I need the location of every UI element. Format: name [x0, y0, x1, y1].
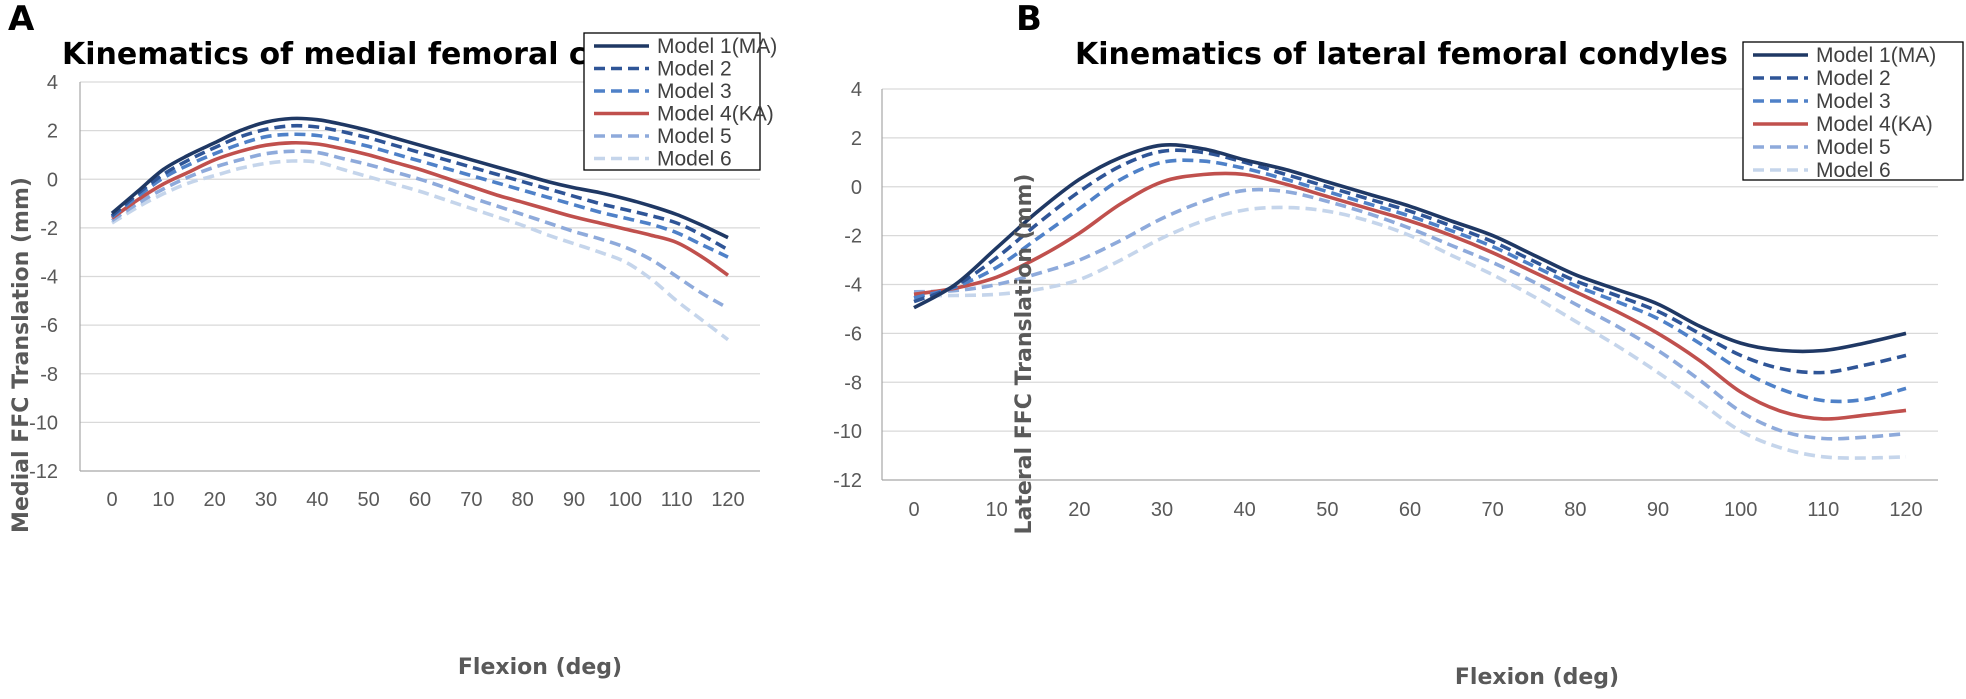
x-tick-label: 70 — [460, 489, 482, 511]
x-tick-label: 20 — [1068, 499, 1090, 521]
series-line — [110, 149, 729, 310]
x-tick-label: 90 — [1647, 499, 1669, 521]
x-tick-label: 100 — [1724, 499, 1757, 521]
x-tick-label: 80 — [512, 489, 534, 511]
x-tick-label: 90 — [563, 489, 585, 511]
y-tick-label: 2 — [47, 121, 58, 143]
legend-box — [1742, 41, 1964, 181]
x-tick-label: 20 — [204, 489, 226, 511]
x-tick-labels: 0 10 20 30 40 50 60 70 80 90 100 110 120 — [106, 489, 744, 511]
y-tick-label: 4 — [851, 79, 862, 101]
legend-entry: Model 1(MA) — [1816, 44, 1936, 67]
x-tick-label: 120 — [1889, 499, 1922, 521]
y-tick-label: -2 — [844, 226, 862, 248]
x-tick-label: 40 — [306, 489, 328, 511]
x-tick-label: 70 — [1482, 499, 1504, 521]
series-line — [913, 171, 1907, 421]
legend-entry: Model 3 — [657, 80, 732, 103]
y-tick-label: -10 — [29, 412, 58, 434]
legend-entry: Model 6 — [1816, 159, 1891, 182]
series-line — [110, 116, 729, 240]
series-lines — [913, 143, 1907, 460]
y-tick-label: 0 — [851, 177, 862, 199]
series-line — [110, 132, 729, 259]
legend-entry: Model 4(KA) — [1816, 113, 1933, 136]
x-tick-label: 120 — [711, 489, 744, 511]
legend-box — [583, 32, 761, 171]
x-tick-label: 110 — [1807, 499, 1839, 521]
legend-entry: Model 1(MA) — [657, 35, 777, 58]
y-tick-labels: 4 2 0 -2 -4 -6 -8 -10 -12 — [29, 72, 58, 483]
x-tick-label: 60 — [409, 489, 431, 511]
legend-entry: Model 2 — [1816, 67, 1891, 90]
x-tick-label: 30 — [255, 489, 277, 511]
y-tick-label: -8 — [844, 372, 862, 394]
panel-label: B — [1016, 0, 1042, 39]
y-tick-label: 2 — [851, 128, 862, 150]
y-tick-label: -4 — [40, 267, 58, 289]
y-tick-label: -12 — [29, 461, 58, 483]
panel-b-lateral: B Kinematics of lateral femoral condyles… — [833, 0, 1964, 690]
legend-entry: Model 2 — [657, 58, 732, 81]
chart-title: Kinematics of lateral femoral condyles — [1075, 37, 1728, 72]
y-tick-label: -10 — [833, 421, 862, 443]
legend-entry: Model 5 — [657, 125, 732, 148]
x-tick-label: 80 — [1564, 499, 1586, 521]
y-tick-label: -12 — [833, 470, 862, 492]
y-tick-label: -6 — [40, 315, 58, 337]
y-axis-label: Medial FFC Translation (mm) — [9, 177, 34, 533]
x-axis-label: Flexion (deg) — [1455, 665, 1619, 690]
x-tick-label: 110 — [661, 489, 693, 511]
series-line — [913, 205, 1907, 460]
series-line — [913, 158, 1907, 404]
series-lines — [110, 116, 730, 342]
legend-entry: Model 6 — [657, 148, 732, 171]
x-tick-label: 10 — [986, 499, 1008, 521]
y-tick-label: -6 — [844, 323, 862, 345]
y-tick-label: -2 — [40, 218, 58, 240]
series-line — [913, 148, 1907, 375]
panel-label: A — [8, 0, 35, 39]
x-tick-label: 50 — [1316, 499, 1338, 521]
y-tick-labels: 4 2 0 -2 -4 -6 -8 -10 -12 — [833, 79, 862, 492]
x-tick-labels: 0 10 20 30 40 50 60 70 80 90 100 110 120 — [908, 499, 1922, 521]
legend-entry: Model 4(KA) — [657, 103, 774, 126]
series-line — [110, 123, 729, 252]
y-axis-label: Lateral FFC Translation (mm) — [1012, 174, 1037, 535]
x-axis-label: Flexion (deg) — [458, 655, 622, 680]
series-line — [110, 140, 730, 277]
x-tick-label: 0 — [908, 499, 919, 521]
x-tick-label: 0 — [106, 489, 117, 511]
panel-a-medial: A Kinematics of medial femoral condyles … — [8, 0, 777, 680]
legend-entry: Model 3 — [1816, 90, 1891, 113]
y-tick-label: -8 — [40, 364, 58, 386]
series-line — [111, 159, 730, 342]
y-tick-label: -4 — [844, 275, 862, 297]
x-tick-label: 50 — [358, 489, 380, 511]
series-line — [913, 143, 1907, 354]
x-tick-label: 10 — [152, 489, 174, 511]
y-tick-label: 4 — [47, 72, 58, 94]
x-tick-label: 100 — [609, 489, 642, 511]
x-tick-label: 60 — [1399, 499, 1421, 521]
x-tick-label: 30 — [1151, 499, 1173, 521]
series-line — [913, 187, 1907, 441]
x-tick-label: 40 — [1234, 499, 1256, 521]
legend-entry: Model 5 — [1816, 136, 1891, 159]
y-tick-label: 0 — [47, 169, 58, 191]
